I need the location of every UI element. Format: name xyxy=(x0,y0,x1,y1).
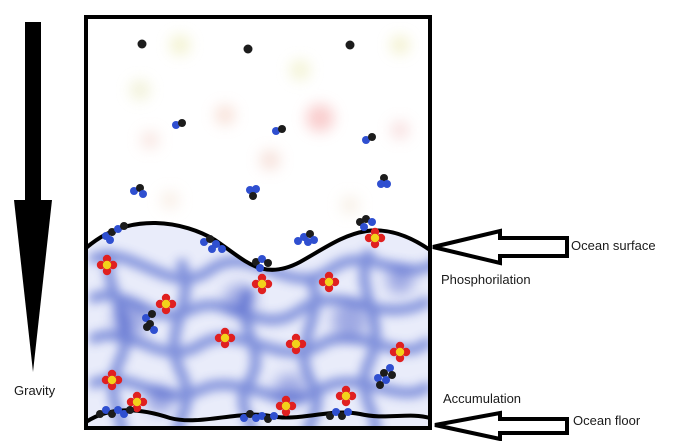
phosphate-icon xyxy=(155,293,177,315)
gravity-arrow-icon xyxy=(14,22,52,372)
ocean-floor-arrow-icon xyxy=(434,410,569,441)
phosphate-icon xyxy=(318,271,340,293)
phosphate-icon xyxy=(285,333,307,355)
air-particles xyxy=(137,39,355,54)
phosphate-icon xyxy=(275,395,297,417)
water-molecule-chains xyxy=(142,310,396,389)
ocean-floor-label: Ocean floor xyxy=(573,413,641,428)
molecule-cluster-icon xyxy=(294,230,318,246)
molecule-icon xyxy=(377,174,391,188)
molecule-cluster-icon xyxy=(102,222,128,244)
phosphate-icon xyxy=(214,327,236,349)
phosphate-icon xyxy=(96,254,118,276)
particle-icon xyxy=(345,40,355,50)
molecule-chain-icon xyxy=(374,364,396,389)
molecule-cluster-icon xyxy=(200,235,226,253)
gravity-label: Gravity xyxy=(14,383,56,398)
phosphate-icon xyxy=(364,227,386,249)
molecule-cluster-icon xyxy=(240,410,278,423)
phosphorilation-label: Phosphorilation xyxy=(441,272,531,287)
particle-icon xyxy=(137,39,147,49)
surface-molecules xyxy=(102,215,376,272)
molecule-icon xyxy=(130,184,147,198)
container-box xyxy=(84,15,432,430)
molecule-icon xyxy=(246,185,260,200)
air-molecules xyxy=(130,119,391,200)
phosphate-icon xyxy=(389,341,411,363)
ocean-surface-line xyxy=(84,221,432,272)
molecule-cluster-icon xyxy=(252,255,272,272)
molecule-chain-icon xyxy=(142,310,158,334)
molecule-cluster-icon xyxy=(356,215,376,231)
phosphate-icon xyxy=(335,385,357,407)
ocean-surface-arrow-icon xyxy=(432,228,569,266)
phosphate-groups xyxy=(96,227,411,417)
molecule-cluster-icon xyxy=(326,408,352,420)
molecule-cluster-icon xyxy=(96,406,134,418)
molecule-icon xyxy=(172,119,186,129)
molecule-icon xyxy=(272,125,286,135)
particle-icon xyxy=(243,44,253,54)
phosphate-icon xyxy=(126,391,148,413)
phosphate-icon xyxy=(101,369,123,391)
air-haze xyxy=(130,35,409,214)
floor-molecules xyxy=(96,406,352,423)
accumulation-label: Accumulation xyxy=(443,391,522,406)
ocean-surface-label: Ocean surface xyxy=(571,238,656,253)
molecule-icon xyxy=(362,133,376,144)
phosphate-icon xyxy=(251,273,273,295)
